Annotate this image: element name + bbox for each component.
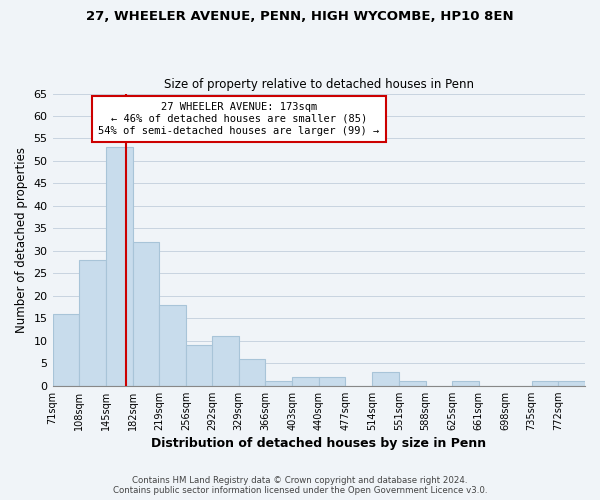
Bar [160,305,186,386]
Bar [79,260,106,386]
Text: 27 WHEELER AVENUE: 173sqm
← 46% of detached houses are smaller (85)
54% of semi-: 27 WHEELER AVENUE: 173sqm ← 46% of detac… [98,102,380,136]
Bar [53,314,79,386]
X-axis label: Distribution of detached houses by size in Penn: Distribution of detached houses by size … [151,437,487,450]
Bar [452,381,479,386]
Bar [133,242,160,386]
Bar [265,381,292,386]
Bar [532,381,559,386]
Text: Contains HM Land Registry data © Crown copyright and database right 2024.
Contai: Contains HM Land Registry data © Crown c… [113,476,487,495]
Bar [372,372,399,386]
Title: Size of property relative to detached houses in Penn: Size of property relative to detached ho… [164,78,474,91]
Text: 27, WHEELER AVENUE, PENN, HIGH WYCOMBE, HP10 8EN: 27, WHEELER AVENUE, PENN, HIGH WYCOMBE, … [86,10,514,23]
Y-axis label: Number of detached properties: Number of detached properties [15,146,28,332]
Bar [186,345,213,386]
Bar [239,358,265,386]
Bar [292,376,319,386]
Bar [212,336,239,386]
Bar [319,376,346,386]
Bar [559,381,585,386]
Bar [399,381,425,386]
Bar [106,148,133,386]
